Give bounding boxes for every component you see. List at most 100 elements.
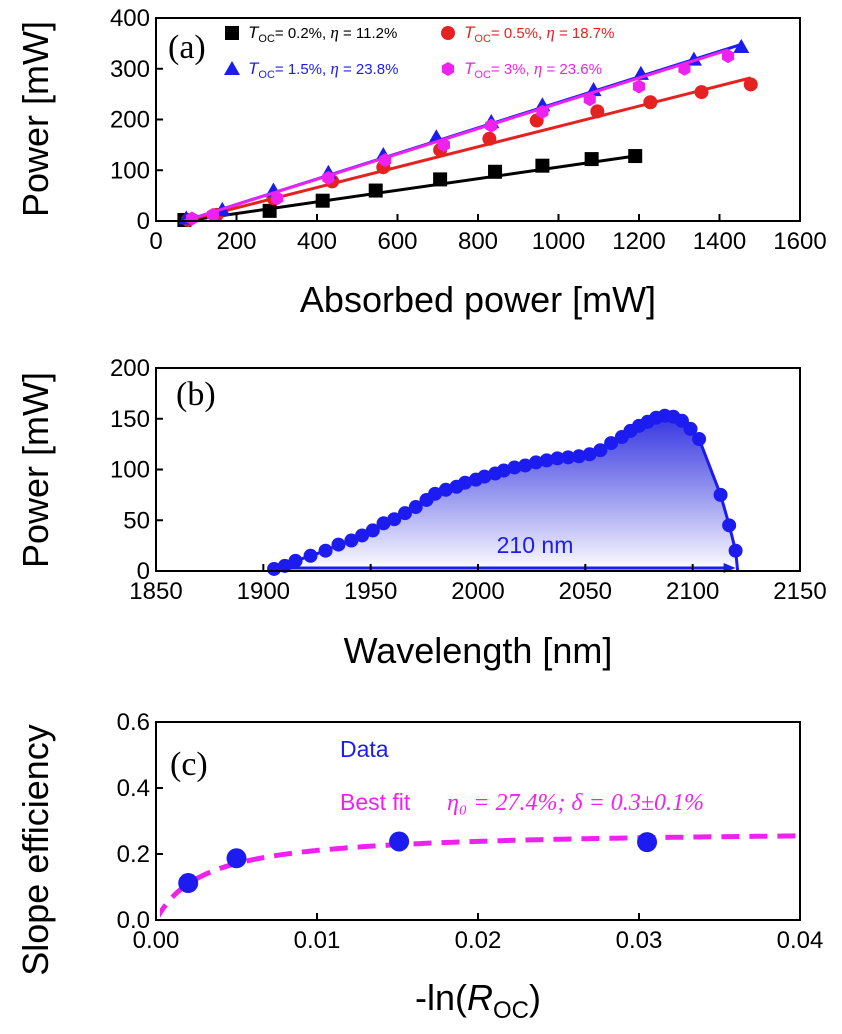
legend-eta-value: = 23.8% — [339, 61, 399, 78]
panel-a-xtick-label: 1600 — [773, 228, 826, 255]
panel-a-xlabel: Absorbed power [mW] — [300, 279, 656, 320]
panel-b-xtick-label: 2150 — [773, 578, 826, 605]
best-fit-label: Best fit — [340, 789, 411, 815]
spectrum-point — [428, 486, 443, 501]
legend-marker-3 — [441, 62, 455, 76]
panel-a-frame — [155, 17, 801, 222]
legend-t-value: = 0.5%, — [491, 25, 546, 42]
panel-a-ytick-label: 100 — [110, 157, 150, 184]
legend-marker-2 — [223, 60, 241, 76]
series-3-point — [722, 49, 735, 64]
series-3-point — [206, 207, 219, 222]
panel-a-ticks: 0 200 400 600 800 1000 1200 1400 1600 0 100 200 300 4… — [110, 5, 827, 255]
data-point — [637, 832, 658, 853]
spectrum-point — [582, 447, 597, 462]
spectrum-point — [458, 475, 473, 490]
panel-a-label: (a) — [168, 29, 206, 66]
panel-c-xtick-label: 0.02 — [455, 927, 502, 954]
panel-a-xtick-label: 400 — [297, 228, 337, 255]
legend-marker-1 — [441, 26, 455, 40]
legend-entry-1: TOC= 0.5%, η = 18.7% — [464, 23, 614, 45]
panel-b-ytick-label: 100 — [110, 457, 150, 484]
spectrum-point — [398, 506, 413, 521]
series-1-point — [694, 85, 709, 100]
panel-b: 1850 1900 1950 2000 2050 2100 2150 0 50 100 150 200… — [15, 355, 827, 671]
panel-c-xtick-label: 0.00 — [133, 927, 180, 954]
series-1-point — [643, 95, 658, 110]
legend-t-value: = 0.2%, — [275, 25, 330, 42]
spectrum-point — [477, 469, 492, 484]
series-0-point — [262, 203, 277, 218]
series-0-point — [584, 152, 599, 167]
panel-c-xtick-label: 0.04 — [777, 927, 824, 954]
spectrum-point — [344, 533, 359, 548]
series-3-point — [437, 137, 450, 152]
legend-eta: η — [330, 59, 338, 78]
spectrum-point — [518, 458, 533, 473]
panel-a-xtick-label: 1200 — [612, 228, 665, 255]
spectrum-point — [288, 553, 303, 568]
panel-a-xtick-label: 1400 — [693, 228, 746, 255]
series-2-point — [733, 38, 750, 53]
panel-b-xlabel: Wavelength [nm] — [344, 630, 613, 671]
spectrum-point — [376, 516, 391, 531]
spectrum-point — [692, 432, 707, 447]
spectrum-point — [355, 528, 370, 543]
best-fit-curve — [160, 833, 800, 918]
xlabel-suffix: ) — [529, 977, 541, 1018]
panel-a: 0 200 400 600 800 1000 1200 1400 1600 0 100 200 300 4… — [15, 5, 827, 320]
panel-a-ylabel: Power [mW] — [15, 21, 56, 217]
series-0-point — [368, 183, 383, 198]
panel-c-ytick-label: 0.4 — [117, 775, 150, 802]
panel-b-xtick-label: 1850 — [129, 578, 182, 605]
panel-a-legend: TOC= 0.2%, η = 11.2% TOC= 0.5%, η = 18.7%… — [223, 23, 614, 81]
legend-t-symbol: T — [464, 59, 476, 78]
span-annotation: 210 nm — [497, 532, 574, 558]
panel-b-ytick-label: 200 — [110, 355, 150, 382]
panel-b-ytick-label: 150 — [110, 406, 150, 433]
panel-c-label: (c) — [170, 746, 208, 783]
legend-eta: η — [534, 59, 542, 78]
spectrum-point — [331, 537, 346, 552]
legend-eta-value: = 23.6% — [542, 61, 602, 78]
panel-b-xtick-label: 2000 — [451, 578, 504, 605]
legend-eta-value: = 11.2% — [339, 25, 398, 42]
xlabel-prefix: -ln( — [415, 977, 467, 1018]
panel-c-ylabel: Slope efficiency — [15, 724, 56, 976]
legend-t-value: = 3%, — [491, 61, 534, 78]
panel-a-ytick-label: 300 — [110, 56, 150, 83]
series-3-point — [485, 118, 498, 133]
spectrum-point — [528, 455, 543, 470]
series-3-point — [583, 92, 596, 107]
series-0-point — [433, 172, 448, 187]
data-point — [178, 873, 199, 894]
spectrum-point — [438, 482, 453, 497]
series-0-point — [315, 193, 330, 208]
panel-c-ticks: 0.00 0.01 0.02 0.03 0.04 0.0 0.2 0.4 0.6 — [117, 709, 824, 954]
panel-c-xtick-label: 0.01 — [294, 927, 341, 954]
series-1-point — [590, 104, 605, 119]
spectrum-point — [303, 548, 318, 563]
panel-c-frame — [155, 721, 801, 921]
xlabel-var: R — [467, 977, 493, 1018]
legend-t-sub: OC — [474, 33, 491, 45]
legend-entry-2: TOC= 1.5%, η = 23.8% — [248, 59, 398, 81]
spectrum-point — [550, 451, 565, 466]
panel-a-ytick-label: 0 — [137, 208, 150, 235]
data-legend-label: Data — [340, 736, 389, 762]
series-0-point — [535, 158, 550, 173]
series-1-point — [482, 131, 497, 146]
panel-a-xtick-label: 600 — [377, 228, 417, 255]
panel-c-xtick-label: 0.03 — [616, 927, 663, 954]
legend-eta: η — [330, 23, 338, 42]
panel-b-ytick-label: 50 — [123, 507, 150, 534]
data-point — [389, 831, 410, 852]
panel-a-ytick-label: 200 — [110, 107, 150, 134]
panel-b-xtick-label: 1950 — [344, 578, 397, 605]
spectrum-point — [683, 421, 698, 436]
legend-entry-0: TOC= 0.2%, η = 11.2% — [248, 23, 397, 45]
series-3-point — [379, 153, 392, 168]
panel-a-ytick-label: 400 — [110, 5, 150, 32]
spectrum-point — [561, 450, 576, 465]
legend-t-sub: OC — [258, 33, 275, 45]
